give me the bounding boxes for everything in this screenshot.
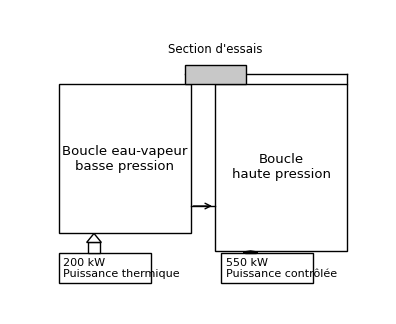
Text: Boucle
haute pression: Boucle haute pression (232, 153, 331, 181)
Bar (221, 253, 314, 284)
Polygon shape (87, 234, 101, 242)
Bar (215, 84, 347, 251)
Polygon shape (243, 251, 258, 252)
Text: 200 kW
Puissance thermique: 200 kW Puissance thermique (63, 258, 180, 279)
Bar (59, 84, 191, 234)
Bar (245, 252, 256, 253)
Bar (88, 242, 100, 253)
Text: Boucle eau-vapeur
basse pression: Boucle eau-vapeur basse pression (62, 145, 187, 173)
Text: Section d'essais: Section d'essais (168, 43, 263, 56)
Bar (59, 253, 151, 284)
Bar (185, 65, 246, 84)
Text: 550 kW
Puissance contrôlée: 550 kW Puissance contrôlée (226, 258, 337, 279)
